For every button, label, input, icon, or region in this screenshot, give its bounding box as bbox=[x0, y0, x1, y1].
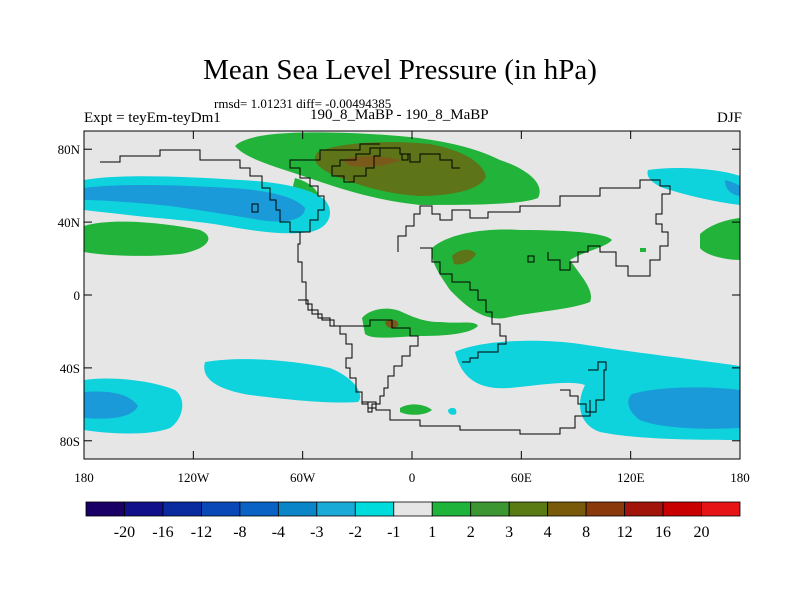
colorbar-level-label: 20 bbox=[694, 524, 710, 541]
experiment-label: Expt = teyEm-teyDm1 bbox=[84, 110, 221, 126]
anomaly-positive-south-america bbox=[362, 308, 478, 338]
lon-tick-label: 120W bbox=[177, 470, 210, 485]
anomaly-positive-eurasia-core bbox=[452, 249, 476, 265]
colorbar-swatch bbox=[701, 501, 741, 517]
anomaly-positive-east-pacific bbox=[700, 218, 740, 260]
coastlines bbox=[100, 143, 671, 435]
colorbar-level-label: -3 bbox=[310, 524, 323, 541]
anomaly-positive-small-1 bbox=[640, 248, 646, 252]
coast-island-4 bbox=[527, 255, 535, 263]
coast-island-3 bbox=[401, 153, 409, 161]
colorbar-swatch bbox=[585, 501, 625, 517]
colorbar-swatch bbox=[124, 501, 164, 517]
colorbar-swatch bbox=[508, 501, 549, 517]
coast-antarctica bbox=[362, 400, 591, 435]
lon-tick-label: 60W bbox=[290, 470, 316, 485]
colorbar-swatch bbox=[85, 501, 125, 517]
anomaly-negative-south-pacific-west-core bbox=[84, 391, 138, 419]
anomaly-positive-arctic-core bbox=[314, 142, 486, 196]
season-label: DJF bbox=[716, 110, 742, 126]
coast-island-2 bbox=[251, 203, 259, 213]
lon-tick-label: 180 bbox=[730, 470, 750, 485]
colorbar-level-label: 16 bbox=[655, 524, 671, 541]
coast-siberia-north bbox=[380, 147, 460, 169]
colorbar-swatch bbox=[316, 501, 356, 517]
lat-tick-label: 0 bbox=[74, 288, 81, 303]
colorbar-level-label: 8 bbox=[582, 524, 590, 541]
lon-tick-label: 60E bbox=[511, 470, 532, 485]
coast-north-america-east bbox=[289, 143, 380, 233]
anomaly-positive-small-2 bbox=[400, 404, 432, 415]
colorbar-swatch bbox=[162, 501, 202, 517]
lat-tick-label: 40S bbox=[60, 361, 80, 376]
colorbar-level-label: -8 bbox=[233, 524, 246, 541]
map-title: Mean Sea Level Pressure (in hPa) bbox=[203, 54, 597, 86]
coast-africa bbox=[420, 247, 507, 363]
coast-australia bbox=[560, 361, 607, 413]
anomaly-negative-north-pacific-east-core bbox=[725, 180, 740, 196]
experiment-periods: 190_8_MaBP - 190_8_MaBP bbox=[310, 107, 489, 123]
coast-europe-asia bbox=[397, 179, 671, 277]
map-panel bbox=[84, 131, 740, 459]
anomaly-positive-west-pacific bbox=[84, 221, 209, 256]
anomaly-negative-south-pacific-east bbox=[204, 359, 361, 403]
colorbar-swatch bbox=[662, 501, 702, 517]
anomaly-positive-eurasia bbox=[431, 229, 612, 319]
colorbar-swatch bbox=[624, 501, 664, 517]
coast-island-small bbox=[367, 401, 377, 409]
anomaly-negative-north-pacific-core bbox=[84, 184, 305, 222]
colorbar-level-label: 2 bbox=[467, 524, 475, 541]
rmsd-diff-stats: rmsd= 1.01231 diff= -0.00494385 bbox=[214, 96, 392, 111]
lon-tick-label: 120E bbox=[617, 470, 645, 485]
colorbar-level-label: 12 bbox=[617, 524, 633, 541]
colorbar-level-label: -4 bbox=[272, 524, 285, 541]
colorbar-swatch bbox=[201, 501, 241, 517]
colorbar-swatch bbox=[547, 501, 587, 517]
lat-tick-label: 80N bbox=[58, 142, 81, 157]
latitude-axis: 80N 40N 0 40S 80S bbox=[58, 142, 740, 449]
coast-greenland bbox=[331, 147, 381, 183]
coast-south-america bbox=[334, 319, 419, 413]
lat-tick-label: 40N bbox=[58, 215, 81, 230]
colorbar-level-label: -12 bbox=[191, 524, 212, 541]
colorbar-swatch bbox=[354, 501, 395, 517]
lat-tick-label: 80S bbox=[60, 434, 80, 449]
colorbar-swatch bbox=[277, 501, 318, 517]
lon-tick-label: 0 bbox=[409, 470, 416, 485]
colorbar-level-label: 4 bbox=[544, 524, 552, 541]
anomaly-negative-small-1 bbox=[448, 407, 457, 415]
colorbar-level-label: -20 bbox=[114, 524, 135, 541]
colorbar-level-label: 1 bbox=[428, 524, 436, 541]
colorbar-swatch bbox=[470, 501, 510, 517]
colorbar: -20 -16 -12 -8 -4 -3 -2 -1 1 2 3 4 8 12 16 20 bbox=[85, 501, 741, 541]
anomaly-negative-north-pacific-east bbox=[647, 167, 740, 205]
colorbar-level-label: -16 bbox=[152, 524, 173, 541]
colorbar-level-label: -1 bbox=[387, 524, 400, 541]
colorbar-swatch bbox=[431, 501, 472, 517]
coast-north-america bbox=[100, 149, 335, 327]
anomaly-negative-southern-ocean-core bbox=[628, 387, 740, 429]
colorbar-swatch bbox=[393, 501, 433, 517]
colorbar-swatch bbox=[239, 501, 279, 517]
lon-tick-label: 180 bbox=[74, 470, 94, 485]
colorbar-level-label: -2 bbox=[349, 524, 362, 541]
colorbar-level-label: 3 bbox=[505, 524, 513, 541]
longitude-axis: 180 120W 60W 0 60E 120E 180 bbox=[74, 131, 750, 485]
